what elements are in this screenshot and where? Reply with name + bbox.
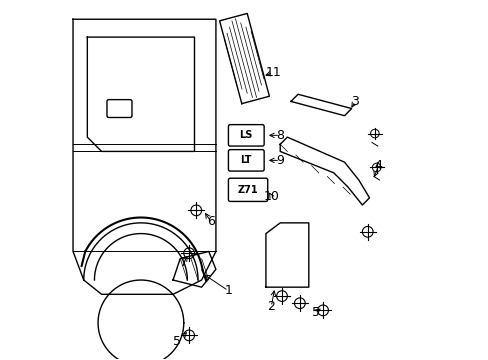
Text: LS: LS — [239, 130, 252, 140]
Text: Z71: Z71 — [237, 185, 258, 195]
Text: 9: 9 — [276, 154, 284, 167]
FancyBboxPatch shape — [228, 150, 264, 171]
FancyBboxPatch shape — [228, 178, 267, 202]
Text: 8: 8 — [276, 129, 284, 142]
Text: 2: 2 — [267, 300, 275, 313]
Text: 6: 6 — [206, 215, 214, 228]
Text: 10: 10 — [263, 190, 279, 203]
Text: 3: 3 — [350, 95, 359, 108]
Text: 7: 7 — [180, 256, 187, 269]
Text: LT: LT — [240, 156, 251, 165]
Text: 11: 11 — [264, 66, 281, 79]
Text: 4: 4 — [374, 159, 382, 172]
Text: 5: 5 — [311, 306, 319, 319]
Text: 5: 5 — [172, 335, 180, 348]
Text: 1: 1 — [224, 284, 232, 297]
FancyBboxPatch shape — [228, 125, 264, 146]
FancyBboxPatch shape — [107, 100, 132, 117]
